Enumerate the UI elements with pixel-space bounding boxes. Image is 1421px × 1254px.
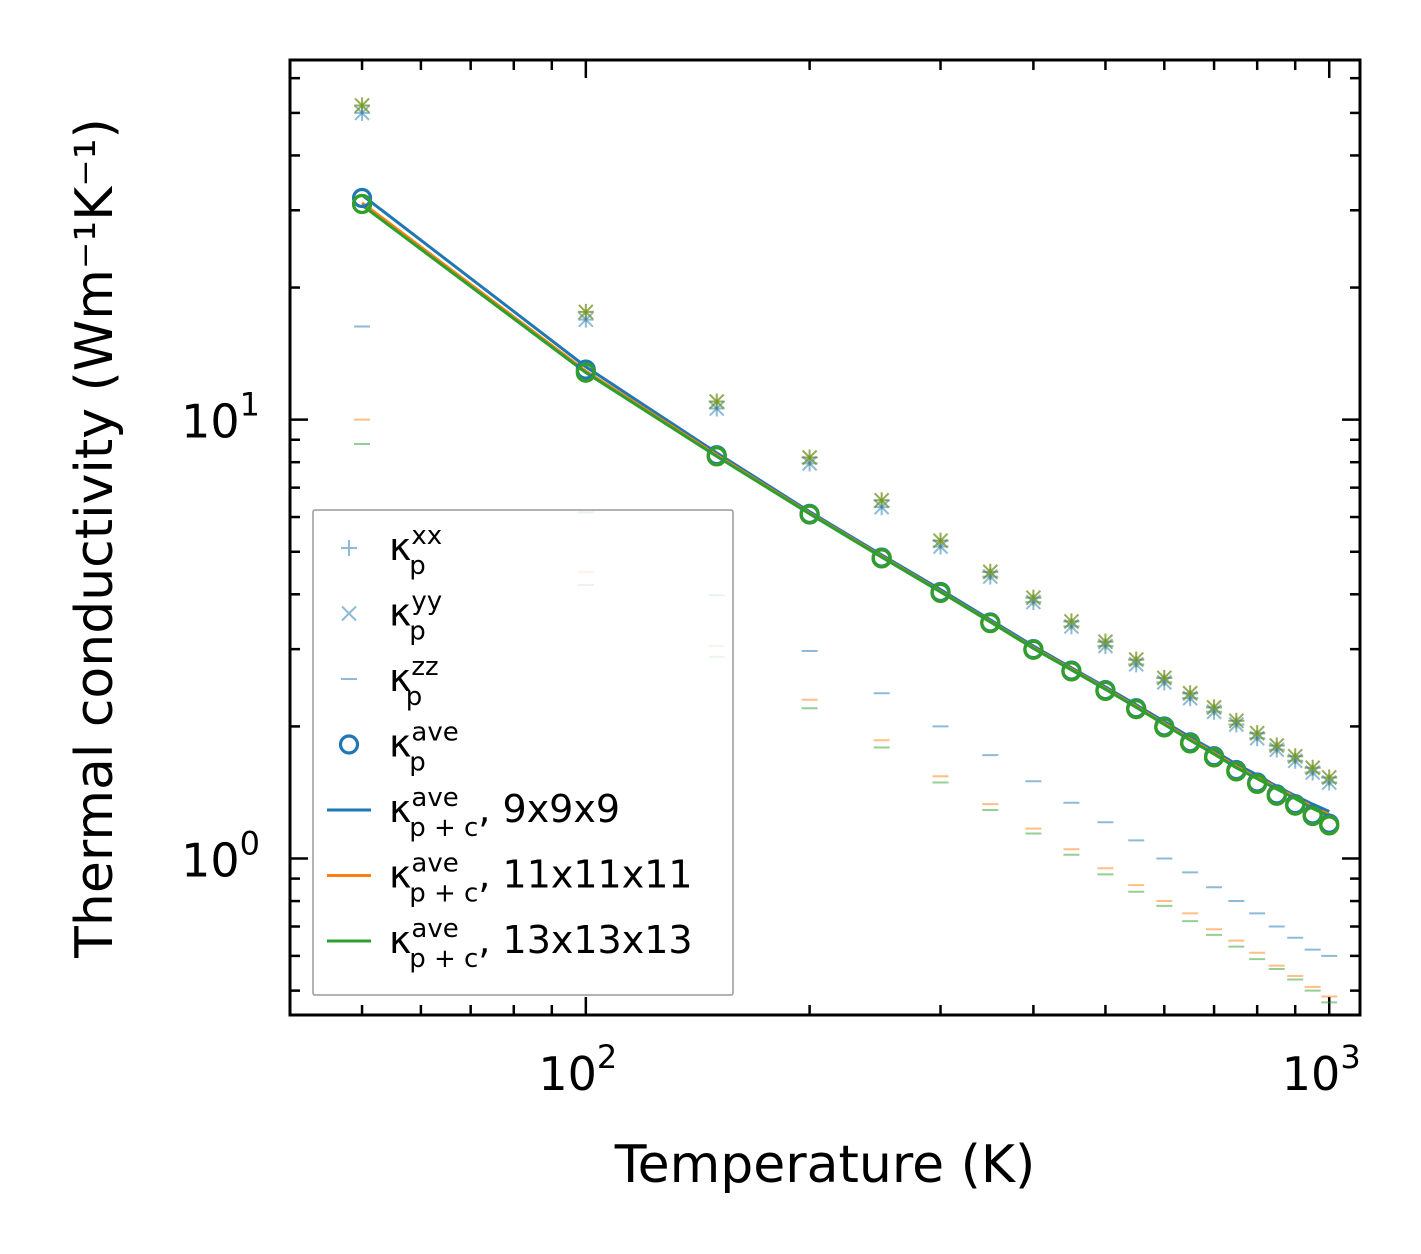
point-kyy-9x9x9 [1304, 764, 1321, 781]
point-kyy-9x9x9 [1249, 730, 1265, 746]
legend-marker-swatch [341, 605, 357, 622]
point-kyy-13x13x13 [982, 564, 998, 580]
point-kave-13x13x13 [980, 612, 1001, 634]
point-kyy-9x9x9 [578, 311, 594, 328]
y-tick-label: 101 [181, 386, 260, 449]
point-kave-13x13x13 [1154, 717, 1175, 738]
tick-labels: 102 103 100 101 [181, 386, 1361, 1101]
legend-entry-label: κxx p [389, 521, 442, 581]
point-kave-13x13x13 [930, 582, 951, 603]
y-axis-title: Thermal conductivity (Wm⁻¹K⁻¹) [65, 118, 125, 959]
point-kyy-13x13x13 [1287, 748, 1303, 764]
point-kyy-9x9x9 [1128, 656, 1144, 673]
x-tick-label: 103 [1282, 1038, 1361, 1101]
point-kyy-13x13x13 [1128, 651, 1144, 668]
legend-entry-label: κave p [389, 718, 459, 778]
legend-marker-swatch [341, 540, 357, 556]
point-kave-13x13x13 [575, 362, 596, 383]
point-kyy-9x9x9 [1321, 774, 1337, 791]
point-kyy-13x13x13 [1304, 760, 1321, 776]
point-kave-13x13x13 [871, 548, 892, 569]
point-kyy-13x13x13 [1025, 589, 1042, 606]
point-kave-9x9x9 [351, 187, 373, 209]
point-kyy-9x9x9 [1156, 674, 1173, 691]
plot-series [351, 97, 1340, 1004]
point-kyy-13x13x13 [1097, 633, 1114, 650]
point-kave-13x13x13 [1023, 639, 1044, 660]
point-kyy-13x13x13 [1063, 613, 1080, 630]
point-kave-13x13x13 [1061, 661, 1082, 682]
legend-entry-label: κave p + c, 9x9x9 [389, 783, 620, 843]
point-kyy-9x9x9 [1269, 741, 1285, 758]
point-kyy-13x13x13 [354, 97, 370, 114]
point-kyy-9x9x9 [1228, 716, 1245, 733]
plot-area-frame [288, 58, 1362, 1017]
point-kave-13x13x13 [1126, 699, 1147, 720]
point-kyy-13x13x13 [1182, 685, 1198, 701]
point-kyy-9x9x9 [1063, 618, 1080, 635]
legend-frame [312, 509, 734, 996]
point-kyy-13x13x13 [1249, 725, 1265, 741]
point-kyy-9x9x9 [982, 568, 998, 585]
point-kyy-9x9x9 [801, 455, 818, 472]
point-kyy-13x13x13 [709, 393, 725, 410]
point-kyy-13x13x13 [1228, 713, 1245, 729]
point-kyy-9x9x9 [1182, 690, 1198, 706]
point-kave-13x13x13 [1226, 761, 1247, 782]
point-kyy-13x13x13 [932, 532, 949, 549]
x-tick-label: 102 [538, 1038, 617, 1101]
legend-marker-swatch [338, 734, 360, 755]
point-kyy-9x9x9 [873, 499, 890, 515]
point-kave-13x13x13 [1319, 815, 1340, 836]
point-kyy-9x9x9 [1287, 753, 1303, 769]
legend-entry-label: κave p + c, 11x11x11 [389, 849, 693, 909]
legend-entry-label: κyy p [389, 587, 442, 647]
y-tick-label: 100 [181, 825, 260, 888]
point-kave-13x13x13 [1095, 680, 1116, 701]
point-kave-13x13x13 [1247, 773, 1268, 794]
point-kyy-9x9x9 [709, 400, 725, 417]
point-kave-13x13x13 [1302, 805, 1323, 827]
point-kyy-9x9x9 [932, 538, 949, 555]
minor-ticks [288, 60, 1360, 1015]
point-kyy-13x13x13 [801, 449, 818, 466]
point-kyy-13x13x13 [578, 304, 594, 320]
point-kave-13x13x13 [799, 504, 820, 525]
point-kyy-13x13x13 [1321, 769, 1337, 786]
point-kyy-9x9x9 [1025, 594, 1042, 610]
point-kyy-13x13x13 [1206, 699, 1222, 716]
point-kave-13x13x13 [351, 193, 373, 215]
point-kyy-13x13x13 [873, 492, 890, 509]
legend-entry-label: κzz p [389, 652, 439, 712]
major-ticks [290, 60, 1360, 1015]
point-kave-13x13x13 [1180, 733, 1201, 754]
legend-entry-label: κave p + c, 13x13x13 [389, 914, 693, 974]
point-kave-13x13x13 [1285, 795, 1306, 816]
point-kave-13x13x13 [1203, 747, 1225, 768]
point-kyy-9x9x9 [354, 105, 370, 121]
point-kave-13x13x13 [706, 446, 727, 467]
point-kave-13x13x13 [1266, 785, 1287, 806]
point-kyy-9x9x9 [1206, 704, 1222, 720]
x-axis-title: Temperature (K) [614, 1135, 1036, 1195]
point-kyy-13x13x13 [1156, 670, 1173, 686]
data-layer [351, 97, 1340, 1004]
point-kyy-13x13x13 [1269, 737, 1285, 754]
point-kyy-9x9x9 [1097, 638, 1114, 654]
